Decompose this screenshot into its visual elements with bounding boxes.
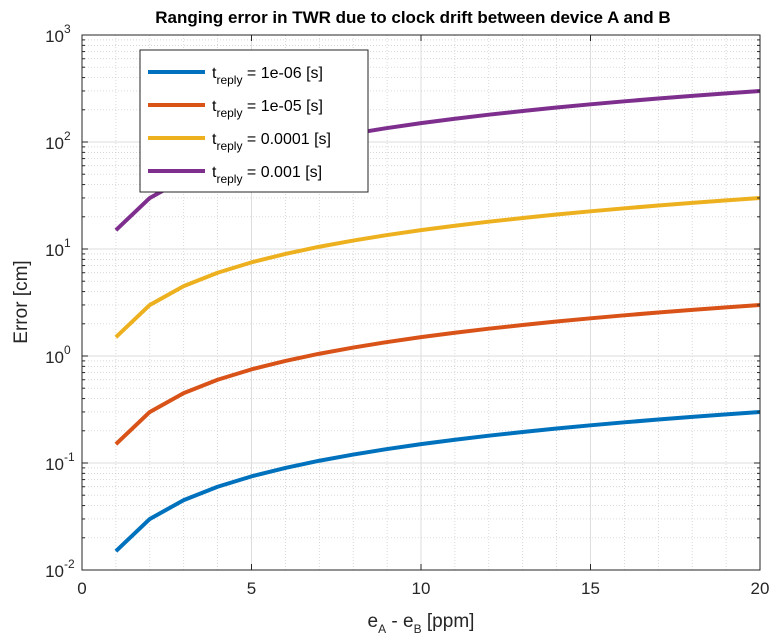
y-tick-exponent: -1 bbox=[64, 450, 75, 464]
series-line-0 bbox=[114, 409, 761, 553]
y-tick-exponent: 0 bbox=[64, 343, 71, 357]
legend: treply = 1e-06 [s] treply = 1e-05 [s] trep… bbox=[139, 49, 369, 193]
y-tick-label: 10 bbox=[45, 134, 64, 153]
legend-label-1: treply = 1e-05 [s] bbox=[212, 98, 323, 120]
y-axis-label: Error [cm] bbox=[11, 260, 32, 343]
y-tick-label: 10 bbox=[45, 348, 64, 367]
y-tick-exponent: 1 bbox=[64, 236, 71, 250]
x-axis-label: eA - eB [ppm] bbox=[368, 611, 475, 636]
chart-title: Ranging error in TWR due to clock drift … bbox=[155, 8, 670, 27]
x-tick-label: 20 bbox=[751, 579, 770, 598]
x-tick-label: 0 bbox=[77, 579, 86, 598]
y-tick-exponent: 3 bbox=[64, 22, 71, 36]
y-tick-label: 10 bbox=[45, 241, 64, 260]
y-tick-exponent: 2 bbox=[64, 129, 71, 143]
y-tick-exponent: -2 bbox=[64, 557, 75, 571]
series-line-2 bbox=[114, 195, 761, 339]
y-tick-label: 10 bbox=[45, 562, 64, 581]
legend-label-3: treply = 0.001 [s] bbox=[212, 164, 322, 186]
x-tick-labels: 0 5 10 15 20 bbox=[77, 579, 769, 598]
legend-label-0: treply = 1e-06 [s] bbox=[212, 65, 323, 87]
x-tick-label: 5 bbox=[247, 579, 256, 598]
y-tick-label: 10 bbox=[45, 27, 64, 46]
x-tick-label: 10 bbox=[412, 579, 431, 598]
y-tick-label: 10 bbox=[45, 455, 64, 474]
tick-marks bbox=[81, 34, 761, 571]
legend-label-2: treply = 0.0001 [s] bbox=[212, 131, 331, 153]
x-tick-label: 15 bbox=[581, 579, 600, 598]
series-line-1 bbox=[114, 302, 761, 446]
